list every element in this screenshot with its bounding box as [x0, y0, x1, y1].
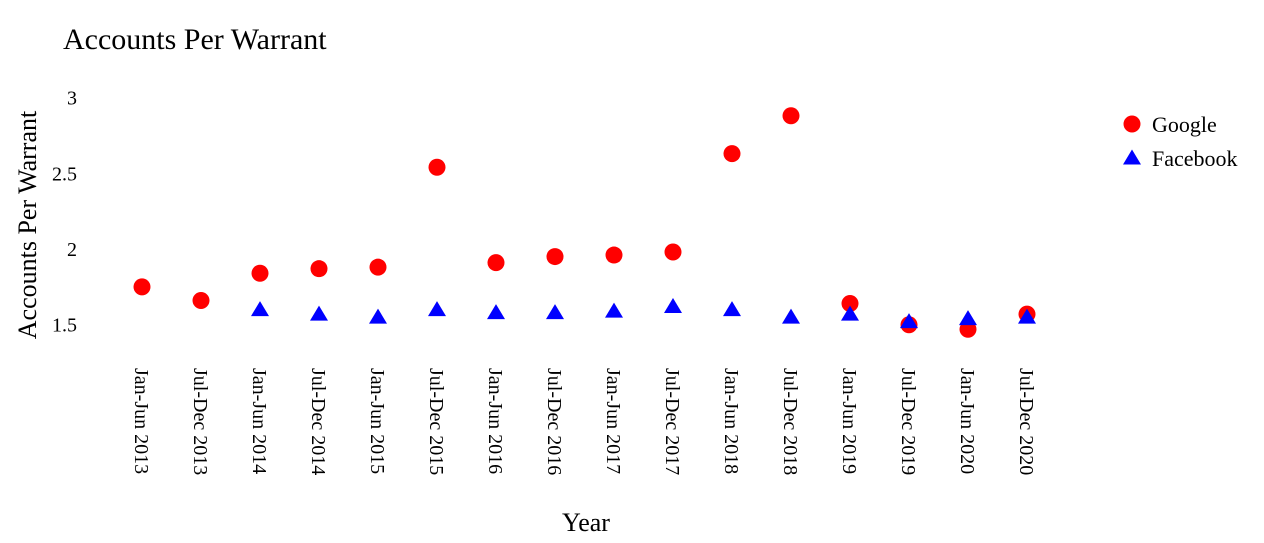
facebook-point	[841, 305, 859, 321]
google-point	[841, 295, 859, 313]
google-point	[782, 107, 800, 125]
google-point	[428, 158, 446, 176]
x-axis-ticks: Jan-Jun 2013 Jul-Dec 2013 Jan-Jun 2014 Jul-…	[130, 368, 1037, 475]
facebook-point	[782, 308, 800, 324]
x-tick-label: Jan-Jun 2017	[602, 368, 624, 474]
legend-marker-facebook	[1123, 149, 1141, 165]
x-tick-label: Jan-Jun 2014	[248, 368, 270, 474]
facebook-point	[723, 301, 741, 317]
google-point	[310, 260, 328, 278]
y-tick-label: 3	[67, 88, 77, 110]
facebook-point	[310, 305, 328, 321]
legend-marker-google	[1123, 115, 1141, 133]
x-tick-label: Jul-Dec 2015	[425, 368, 447, 475]
y-axis-ticks: 1.5 2 2.5 3	[52, 88, 77, 337]
x-tick-label: Jul-Dec 2018	[779, 368, 801, 475]
series-facebook	[251, 298, 1036, 329]
google-point	[487, 254, 505, 272]
x-tick-label: Jul-Dec 2014	[307, 368, 329, 475]
x-tick-label: Jan-Jun 2019	[838, 368, 860, 474]
google-point	[133, 278, 151, 296]
facebook-point	[959, 310, 977, 326]
facebook-point	[605, 302, 623, 318]
facebook-point	[487, 304, 505, 320]
y-tick-label: 2	[67, 239, 77, 261]
x-tick-label: Jul-Dec 2013	[189, 368, 211, 475]
google-point	[664, 243, 682, 261]
y-axis-title: Accounts Per Warrant	[13, 110, 42, 339]
facebook-point	[369, 308, 387, 324]
google-point	[605, 246, 623, 264]
google-point	[251, 264, 269, 282]
x-tick-label: Jan-Jun 2016	[484, 368, 506, 474]
google-point	[192, 291, 210, 309]
facebook-point	[251, 301, 269, 317]
x-tick-label: Jan-Jun 2020	[956, 368, 978, 474]
chart-title: Accounts Per Warrant	[63, 23, 327, 56]
legend: Google Facebook	[1123, 112, 1238, 171]
x-tick-label: Jul-Dec 2016	[543, 368, 565, 475]
x-tick-label: Jan-Jun 2013	[130, 368, 152, 474]
legend-label-google: Google	[1152, 112, 1217, 137]
x-tick-label: Jul-Dec 2017	[661, 368, 683, 475]
legend-label-facebook: Facebook	[1152, 146, 1238, 171]
facebook-point	[664, 298, 682, 314]
x-tick-label: Jan-Jun 2018	[720, 368, 742, 474]
series-google	[133, 107, 1036, 338]
y-tick-label: 2.5	[52, 163, 77, 185]
facebook-point	[900, 313, 918, 329]
google-point	[546, 248, 564, 266]
x-tick-label: Jul-Dec 2020	[1015, 368, 1037, 475]
google-point	[369, 258, 387, 276]
x-axis-title: Year	[562, 508, 610, 537]
google-point	[723, 145, 741, 163]
facebook-point	[428, 301, 446, 317]
facebook-point	[1018, 308, 1036, 324]
plot-area	[133, 107, 1036, 338]
facebook-point	[546, 304, 564, 320]
x-tick-label: Jan-Jun 2015	[366, 368, 388, 474]
y-tick-label: 1.5	[52, 315, 77, 337]
x-tick-label: Jul-Dec 2019	[897, 368, 919, 475]
